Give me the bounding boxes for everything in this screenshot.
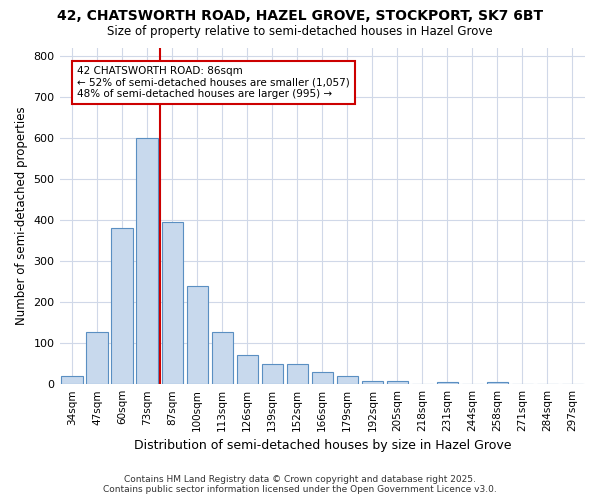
Bar xyxy=(387,381,408,384)
Bar xyxy=(212,332,233,384)
Text: 42, CHATSWORTH ROAD, HAZEL GROVE, STOCKPORT, SK7 6BT: 42, CHATSWORTH ROAD, HAZEL GROVE, STOCKP… xyxy=(57,9,543,23)
Bar xyxy=(287,364,308,384)
Bar xyxy=(112,228,133,384)
Bar xyxy=(262,364,283,384)
Bar xyxy=(136,138,158,384)
Bar xyxy=(437,382,458,384)
Bar xyxy=(311,372,333,384)
Text: Size of property relative to semi-detached houses in Hazel Grove: Size of property relative to semi-detach… xyxy=(107,25,493,38)
Bar xyxy=(487,382,508,384)
Text: Contains HM Land Registry data © Crown copyright and database right 2025.
Contai: Contains HM Land Registry data © Crown c… xyxy=(103,474,497,494)
Bar xyxy=(337,376,358,384)
Bar xyxy=(236,356,258,384)
Bar xyxy=(86,332,108,384)
X-axis label: Distribution of semi-detached houses by size in Hazel Grove: Distribution of semi-detached houses by … xyxy=(134,440,511,452)
Bar xyxy=(187,286,208,384)
Bar xyxy=(362,381,383,384)
Text: 42 CHATSWORTH ROAD: 86sqm
← 52% of semi-detached houses are smaller (1,057)
48% : 42 CHATSWORTH ROAD: 86sqm ← 52% of semi-… xyxy=(77,66,350,99)
Y-axis label: Number of semi-detached properties: Number of semi-detached properties xyxy=(15,106,28,325)
Bar xyxy=(161,222,183,384)
Bar xyxy=(61,376,83,384)
